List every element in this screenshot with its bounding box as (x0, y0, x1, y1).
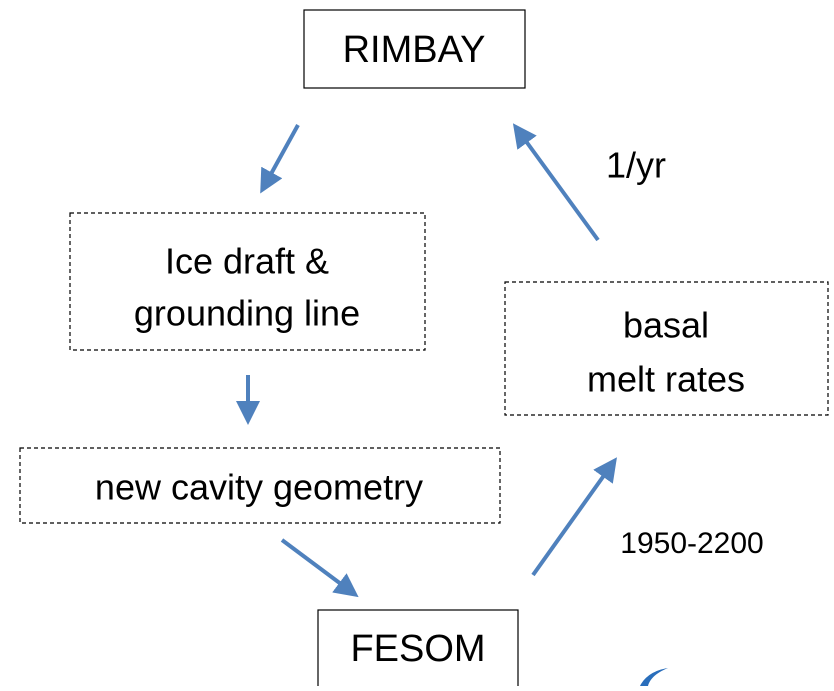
node-label: RIMBAY (343, 29, 486, 71)
arrow (512, 123, 600, 242)
node-box (69, 212, 426, 351)
arrows (236, 123, 617, 598)
node-box (504, 281, 829, 416)
arrow (260, 124, 300, 194)
node-label: new cavity geometry (95, 467, 423, 508)
logo (640, 668, 668, 686)
node-label: melt rates (587, 359, 745, 400)
node-box (303, 9, 526, 89)
node-label: FESOM (350, 628, 485, 670)
arrow (280, 538, 359, 598)
node-box (19, 447, 501, 524)
node-label: Ice draft & (165, 241, 329, 282)
node-label: grounding line (134, 293, 360, 334)
annotation: 1/yr (606, 145, 666, 186)
arrow (531, 457, 617, 577)
node-box (317, 609, 519, 691)
node-label: basal (623, 305, 709, 346)
annotation: 1950-2200 (620, 527, 763, 560)
